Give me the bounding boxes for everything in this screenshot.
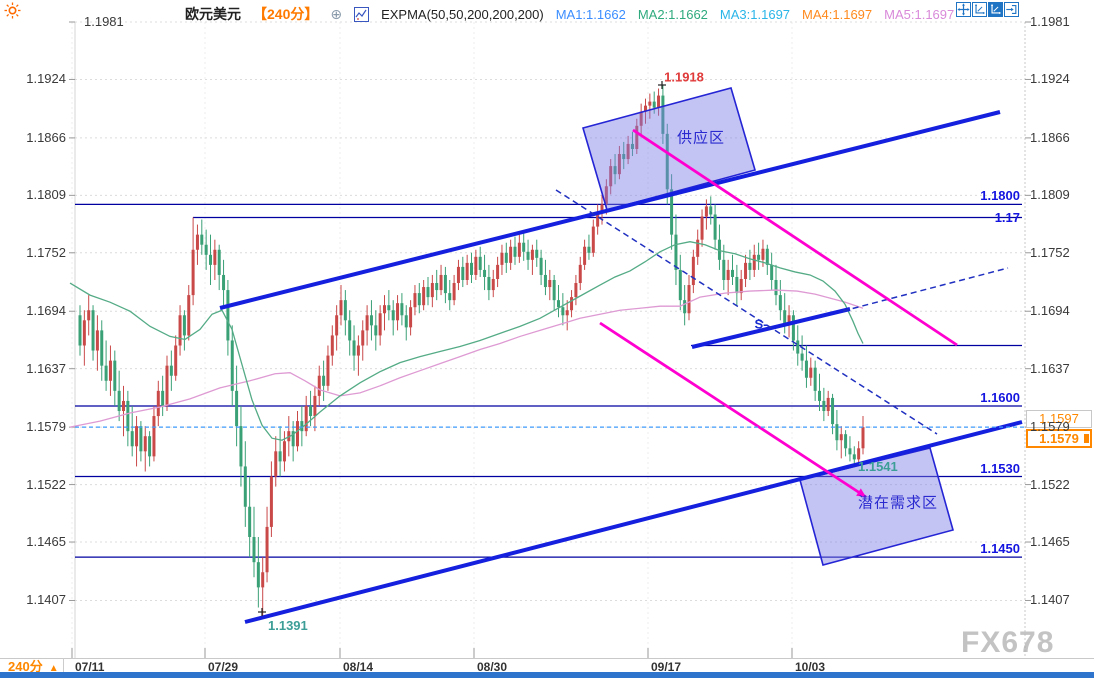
ma-fast-line bbox=[69, 241, 864, 441]
x-axis-label: 08/14 bbox=[343, 660, 374, 674]
level-label: 1.1450 bbox=[980, 541, 1020, 557]
y-axis-label-left: 1.1407 bbox=[26, 592, 66, 608]
candles-layer bbox=[78, 85, 865, 617]
fx678-watermark: FX678 bbox=[961, 626, 1055, 659]
swing-low-label: 1.1391 bbox=[268, 618, 308, 633]
lower-channel-line bbox=[244, 420, 1023, 624]
y-axis-label-left: 1.1694 bbox=[26, 303, 66, 319]
plot-borders bbox=[69, 21, 1031, 658]
ma-slow-line bbox=[69, 289, 864, 428]
y-axis-label-left: 1.1924 bbox=[26, 71, 66, 87]
x-axis-label: 08/30 bbox=[477, 660, 508, 674]
y-axis-label-right: 1.1809 bbox=[1030, 187, 1070, 203]
y-axis-label-left: 1.1522 bbox=[26, 476, 66, 492]
period-selector[interactable]: 240分 ▲ bbox=[0, 658, 64, 675]
collapse-toggle-icon[interactable]: ⊕ bbox=[330, 5, 343, 22]
demand-projection bbox=[599, 321, 867, 499]
level-label: 1.1530 bbox=[980, 460, 1020, 476]
y-axis-label-left: 1.1752 bbox=[26, 244, 66, 260]
last-price-value: 1.1579 bbox=[1039, 431, 1079, 446]
supply-zone bbox=[582, 87, 756, 211]
level-label: 1.1800 bbox=[980, 188, 1020, 204]
moving-averages bbox=[69, 241, 864, 441]
s-mark-label: S- bbox=[754, 316, 768, 332]
y-axis-label-right: 1.1924 bbox=[1030, 71, 1070, 87]
y-axis-label-right: 1.1981 bbox=[1030, 14, 1070, 29]
chart-header: 欧元美元 【240分】 ⊕ EXPMA(50,50,200,200,200) M… bbox=[185, 4, 954, 24]
chart-toolbar bbox=[956, 2, 1019, 17]
ma2-value: MA2:1.1662 bbox=[637, 6, 708, 22]
y-axis-label-right: 1.1637 bbox=[1030, 360, 1070, 376]
swing-high-label: 1.1918 bbox=[664, 69, 704, 85]
axis-scale-icon[interactable] bbox=[972, 2, 987, 17]
level-lines bbox=[75, 203, 1022, 558]
last-price-marker-icon bbox=[1084, 434, 1089, 443]
recent-low-label: 1.1541 bbox=[858, 459, 898, 474]
ma1-value: MA1:1.1662 bbox=[555, 6, 626, 22]
y-axis-label-right: 1.1694 bbox=[1030, 303, 1070, 319]
y-axis-label-right: 1.1522 bbox=[1030, 476, 1070, 492]
indicator-chart-icon[interactable] bbox=[354, 6, 370, 22]
demand-zone-label: 潜在需求区 bbox=[857, 494, 939, 512]
ma4-value: MA4:1.1697 bbox=[802, 6, 873, 22]
y-axis-label-right: 1.1407 bbox=[1030, 592, 1070, 608]
symbol-name: 欧元美元 bbox=[185, 6, 241, 22]
level-label: 1.17 bbox=[994, 209, 1020, 225]
bottom-blue-bar bbox=[0, 672, 1094, 678]
upper-channel-line bbox=[219, 110, 1001, 310]
y-axis-label-left: 1.1465 bbox=[26, 534, 66, 550]
indicator-name: EXPMA(50,50,200,200,200) bbox=[381, 6, 544, 22]
vertical-gridlines bbox=[71, 22, 793, 658]
supply-zone-label: 供应区 bbox=[676, 129, 726, 147]
sun-icon[interactable] bbox=[4, 2, 21, 19]
y-axis-label-left: 1.1637 bbox=[26, 360, 66, 376]
period-selector-label: 240分 bbox=[8, 659, 43, 674]
y-axis-label-right: 1.1866 bbox=[1030, 129, 1070, 145]
extreme-cross-markers bbox=[258, 81, 666, 616]
y-axis-label-left: 1.1866 bbox=[26, 129, 66, 145]
y-axis-label-left: 1.1809 bbox=[26, 187, 66, 203]
x-axis-label: 09/17 bbox=[651, 660, 682, 674]
x-axis-label: 10/03 bbox=[795, 660, 826, 674]
last-price-tag: 1.1579 bbox=[1026, 429, 1092, 448]
trendlines bbox=[219, 110, 1023, 624]
move-icon[interactable] bbox=[956, 2, 971, 17]
dashed-resistance bbox=[555, 189, 938, 435]
y-axis-label-right: 1.1579 bbox=[1030, 419, 1070, 435]
x-axis-label: 07/29 bbox=[208, 660, 239, 674]
ask-price-tag: 1.1597 bbox=[1026, 410, 1092, 428]
dashed-support bbox=[842, 267, 1009, 312]
y-axis-label-right: 1.1465 bbox=[1030, 534, 1070, 550]
axis-scale-active-icon[interactable] bbox=[988, 2, 1003, 17]
y-axis-label-left: 1.1579 bbox=[26, 419, 66, 435]
period-selector-arrow-icon: ▲ bbox=[48, 663, 59, 674]
y-axis-label-right: 1.1752 bbox=[1030, 244, 1070, 260]
date-row-border bbox=[0, 658, 1094, 659]
y-axis-label-left: 1.1981 bbox=[84, 14, 124, 29]
ma3-value: MA3:1.1697 bbox=[719, 6, 791, 22]
exit-icon[interactable] bbox=[1004, 2, 1019, 17]
magenta-lines bbox=[599, 128, 958, 499]
x-axis-label: 07/11 bbox=[75, 660, 105, 674]
level-label: 1.1600 bbox=[980, 389, 1020, 405]
period-label: 【240分】 bbox=[253, 6, 319, 22]
ma5-value: MA5:1.1697 bbox=[884, 6, 955, 22]
supply-projection bbox=[632, 128, 958, 347]
